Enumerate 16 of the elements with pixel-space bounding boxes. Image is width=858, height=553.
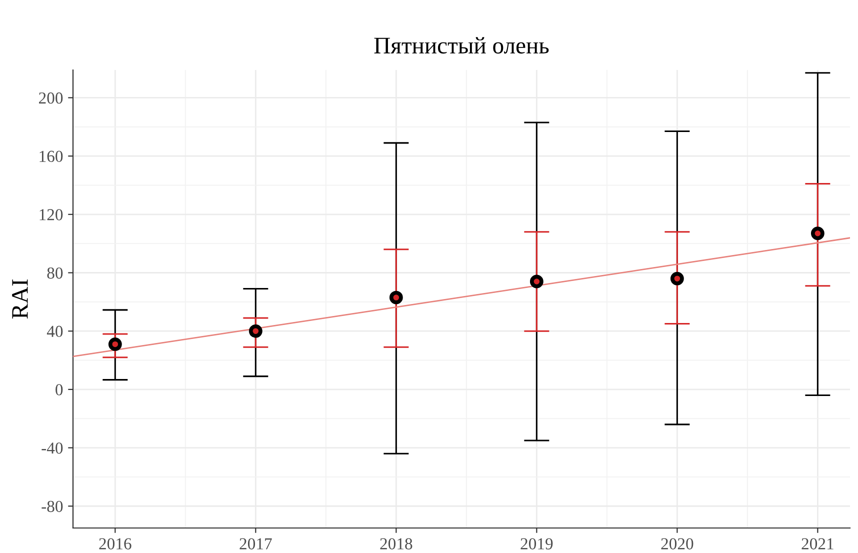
y-tick-label: 80 [47,267,63,279]
y-tick-label: 120 [40,209,63,220]
y-tick-label: 200 [39,92,63,104]
y-tick-label: 160 [40,150,63,162]
x-tick-label: 2019 [520,538,553,550]
y-tick-label: -80 [42,500,63,512]
y-tick-label: -40 [42,442,63,454]
x-tick-label: 2016 [99,538,132,550]
x-tick-label: 2018 [380,538,412,550]
x-tick-label: 2017 [240,538,272,550]
y-tick-label: 0 [56,384,63,396]
y-axis-title: RAI [12,280,28,319]
x-tick-label: 2020 [661,538,694,550]
y-tick-label: 40 [46,326,63,338]
x-tick-label: 2021 [802,538,834,550]
chart-title: Пятнистый олень [374,37,549,54]
